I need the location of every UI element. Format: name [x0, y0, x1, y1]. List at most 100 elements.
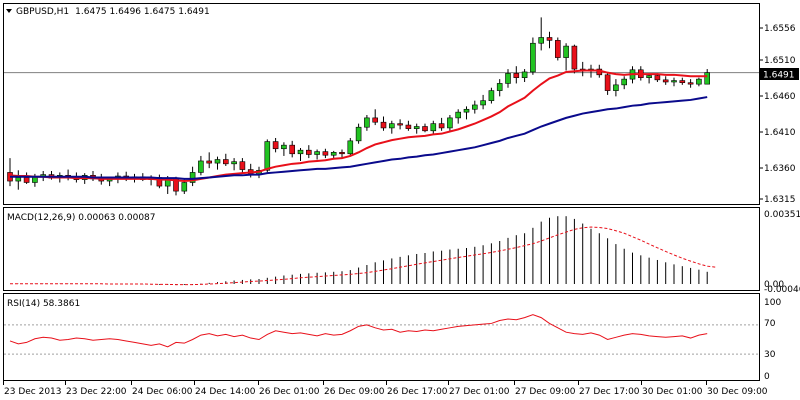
bullish-candle-body	[646, 75, 652, 78]
candle	[430, 120, 437, 134]
candle	[364, 115, 370, 131]
candle	[189, 166, 196, 187]
candle	[272, 137, 279, 153]
candle	[538, 17, 545, 51]
rsi-axis-label: 30	[764, 350, 776, 360]
symbol-label: GBPUSD,H1	[16, 7, 69, 17]
bullish-candle-body	[281, 144, 287, 150]
bullish-candle-body	[314, 151, 320, 155]
price-axis-label: 1.6360	[764, 164, 796, 174]
bearish-candle-body	[405, 124, 412, 129]
candle	[687, 79, 694, 88]
dropdown-triangle-icon[interactable]	[6, 9, 12, 13]
bullish-candle-body	[15, 177, 22, 182]
macd-axis-label: 0.00	[764, 280, 784, 290]
bullish-candle-body	[455, 111, 462, 119]
bearish-candle-body	[654, 75, 661, 81]
candle	[513, 66, 520, 84]
candle	[530, 37, 536, 75]
price-axis-label: 1.6315	[764, 195, 796, 205]
bullish-candle-body	[463, 108, 470, 113]
candle	[264, 139, 271, 173]
candle	[397, 119, 403, 130]
candle	[239, 158, 246, 174]
bearish-candle-body	[223, 159, 229, 165]
candle	[496, 79, 503, 97]
bullish-candle-body	[355, 126, 362, 142]
price-panel-frame	[3, 3, 760, 205]
rsi-axis-label: 70	[764, 319, 776, 329]
bearish-candle-body	[662, 79, 669, 83]
rsi-panel-frame	[3, 293, 760, 381]
bullish-candle-body	[488, 90, 495, 101]
bearish-candle-body	[372, 117, 379, 123]
candle	[314, 149, 320, 160]
bullish-candle-body	[231, 161, 237, 165]
candle	[613, 79, 619, 97]
rsi-indicator-label: RSI(14) 58.3861	[7, 299, 80, 309]
candle	[604, 71, 611, 95]
rsi-axis-label: 0	[764, 372, 770, 382]
bearish-candle-body	[206, 160, 212, 164]
time-axis-label: 26 Dec 09:00	[324, 387, 385, 397]
bearish-candle-body	[571, 45, 578, 70]
rsi-plot	[4, 314, 759, 355]
time-axis-label: 24 Dec 14:00	[195, 387, 256, 397]
bearish-candle-body	[397, 123, 403, 126]
price-tag-box	[760, 68, 799, 80]
candle	[405, 120, 412, 131]
bearish-candle-body	[438, 123, 445, 129]
bullish-candle-body	[613, 84, 619, 91]
bearish-candle-body	[305, 149, 312, 155]
macd-signal-line	[10, 226, 716, 286]
bullish-candle-body	[189, 172, 196, 183]
time-axis-label: 26 Dec 01:00	[259, 387, 320, 397]
time-axis-label: 30 Dec 01:00	[642, 387, 703, 397]
bullish-candle-body	[264, 141, 271, 171]
chart-header: GBPUSD,H1 1.6475 1.6496 1.6475 1.6491	[16, 7, 210, 17]
time-axis-label: 23 Dec 2013	[4, 387, 62, 397]
bullish-candle-body	[347, 140, 354, 155]
bullish-candle-body	[530, 42, 536, 73]
bullish-candle-body	[521, 71, 528, 78]
bearish-candle-body	[23, 177, 30, 183]
candle	[447, 115, 453, 131]
time-axis-label: 27 Dec 01:00	[449, 387, 510, 397]
rsi-line	[9, 314, 708, 348]
bearish-candle-body	[604, 74, 611, 91]
candle	[463, 106, 470, 120]
candle	[546, 31, 553, 49]
macd-panel-frame	[3, 207, 760, 291]
candle	[198, 155, 204, 176]
time-axis-label: 30 Dec 09:00	[707, 387, 768, 397]
candle	[621, 76, 628, 90]
bullish-candle-body	[198, 160, 204, 173]
ohlc-values: 1.6475 1.6496 1.6475 1.6491	[75, 7, 210, 17]
candle	[355, 123, 362, 144]
bearish-candle-body	[554, 40, 561, 58]
candle	[422, 123, 428, 133]
time-axis-label: 24 Dec 06:00	[132, 387, 193, 397]
candle	[571, 44, 578, 74]
candle	[554, 37, 561, 61]
candle	[413, 123, 420, 134]
bullish-candle-body	[297, 149, 304, 155]
bearish-candle-body	[339, 152, 345, 155]
candle	[297, 148, 304, 161]
rsi-axis-label: 100	[764, 298, 781, 308]
time-axis-label: 26 Dec 17:00	[387, 387, 448, 397]
bearish-candle-body	[322, 151, 329, 156]
candle	[289, 140, 296, 158]
bullish-candle-body	[563, 45, 569, 58]
time-axis-label: 27 Dec 09:00	[515, 387, 576, 397]
bullish-candle-body	[505, 73, 511, 84]
fast-moving-average-line	[9, 69, 708, 183]
bullish-candle-body	[480, 100, 486, 106]
candle	[305, 145, 312, 159]
bearish-candle-body	[422, 126, 428, 132]
bullish-candle-body	[621, 78, 628, 86]
candle	[372, 109, 379, 126]
bullish-candle-body	[214, 159, 221, 164]
macd-axis-label: 0.00351	[764, 210, 800, 220]
